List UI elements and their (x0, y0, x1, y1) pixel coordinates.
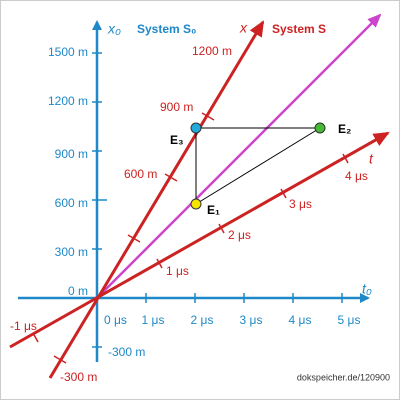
credit: dokspeicher.de/120900 (297, 372, 390, 382)
tick-label: 1 μs (166, 264, 189, 278)
tick-label: 900 m (160, 100, 193, 114)
event-label: E₁ (207, 203, 220, 217)
tick-label: 2 μs (191, 313, 214, 327)
s0-ticks (92, 52, 343, 348)
tick-label: 1 μs (142, 313, 165, 327)
event-e3 (190, 122, 202, 134)
tick-label: 0 μs (104, 313, 127, 327)
light-line (96, 13, 382, 299)
event-lines (195, 127, 321, 205)
s0-axes (18, 20, 370, 362)
tick-label: 4 μs (289, 313, 312, 327)
line-e1-e2 (195, 127, 321, 205)
event-e1 (190, 198, 202, 210)
s-axes (9, 20, 390, 379)
tick-label: 2 μs (228, 228, 251, 242)
system-name: System S₀ (137, 22, 196, 36)
tick-marks (32, 112, 349, 364)
tick-label: 3 μs (289, 197, 312, 211)
tick-label: 1200 m (48, 94, 88, 108)
s-ticks (32, 112, 349, 364)
event-label: E₂ (338, 122, 351, 136)
event-e2 (314, 122, 326, 134)
axis-label: t₀ (362, 281, 372, 297)
tick-label: 5 μs (338, 313, 361, 327)
axis-label: x₀ (107, 21, 121, 37)
event-label: E₃ (170, 133, 184, 147)
tick-label: 600 m (55, 196, 88, 210)
tick-label: -300 m (60, 370, 97, 384)
axis-label: t (369, 151, 374, 167)
tick-label: 0 m (68, 284, 88, 298)
tick-label: 4 μs (345, 169, 368, 183)
tick-label: -1 μs (10, 319, 37, 333)
tick-label: 300 m (55, 245, 88, 259)
tick-label: 600 m (124, 167, 157, 181)
t-axis (9, 131, 390, 349)
tick-marks (92, 52, 343, 348)
axis-label: x (239, 20, 248, 36)
system-name: System S (272, 22, 326, 36)
tick-label: 1200 m (192, 44, 232, 58)
tick-label: -300 m (108, 345, 145, 359)
x-axis (48, 20, 265, 379)
tick-label: 900 m (55, 147, 88, 161)
tick-label: 3 μs (240, 313, 263, 327)
tick-label: 1500 m (48, 45, 88, 59)
